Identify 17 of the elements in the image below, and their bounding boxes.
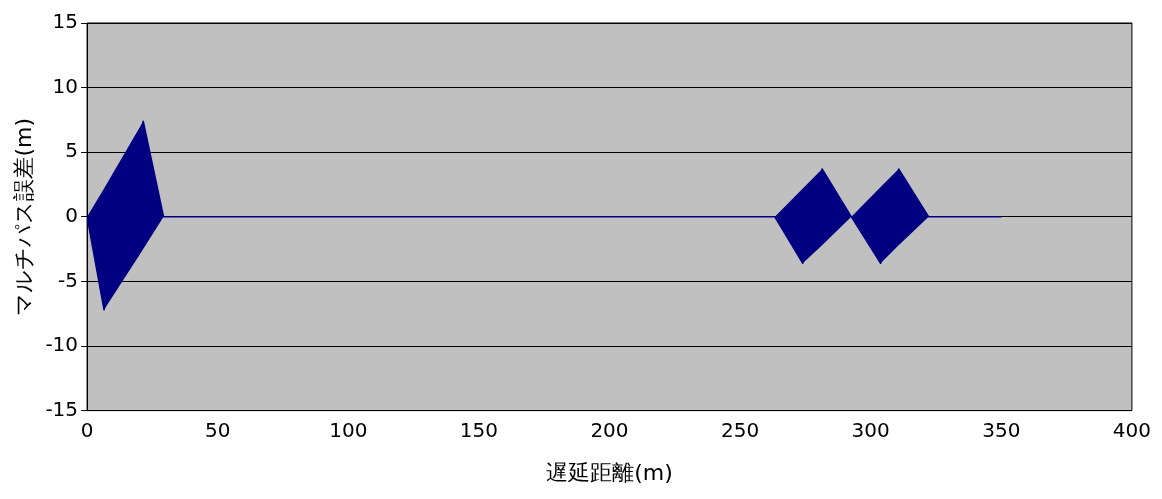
y-tick-label: -5 bbox=[58, 267, 79, 292]
x-tick-label: 150 bbox=[459, 417, 498, 442]
x-tick-label: 200 bbox=[590, 417, 629, 442]
x-tick-label: 100 bbox=[329, 417, 368, 442]
x-tick-label: 250 bbox=[721, 417, 760, 442]
x-tick-label: 350 bbox=[982, 417, 1021, 442]
y-axis-title: マルチパス誤差(m) bbox=[10, 118, 36, 316]
y-tick-label: 15 bbox=[52, 9, 79, 34]
x-axis-title: 遅延距離(m) bbox=[546, 459, 673, 485]
x-tick-label: 400 bbox=[1112, 417, 1152, 442]
y-tick-label: -10 bbox=[45, 332, 79, 357]
x-tick-label: 50 bbox=[204, 417, 231, 442]
y-tick-label: 5 bbox=[65, 138, 79, 163]
y-tick-label: -15 bbox=[45, 396, 79, 421]
y-tick-label: 10 bbox=[52, 73, 79, 98]
y-tick-label: 0 bbox=[65, 203, 79, 227]
x-tick-label: 300 bbox=[851, 417, 890, 442]
